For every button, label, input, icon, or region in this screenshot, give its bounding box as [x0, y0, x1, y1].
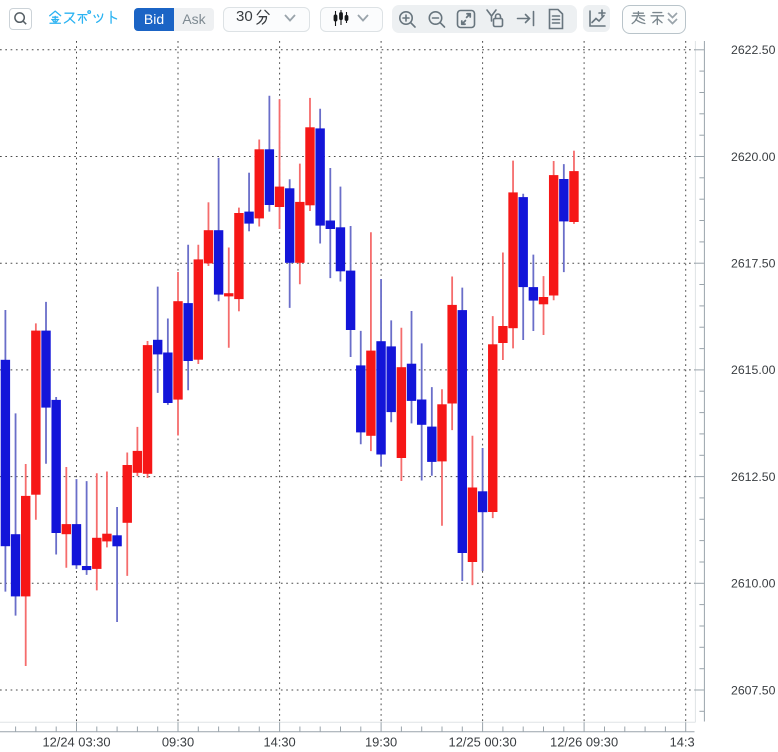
svg-text:2610.00: 2610.00: [731, 577, 776, 591]
svg-text:12/26 09:30: 12/26 09:30: [550, 735, 618, 750]
svg-text:2617.50: 2617.50: [731, 257, 776, 271]
svg-text:12/24 03:30: 12/24 03:30: [42, 735, 110, 750]
svg-text:09:30: 09:30: [162, 735, 194, 750]
svg-text:2607.50: 2607.50: [731, 683, 776, 697]
svg-text:2612.50: 2612.50: [731, 470, 776, 484]
svg-text:2615.00: 2615.00: [731, 363, 776, 377]
svg-text:19:30: 19:30: [365, 735, 397, 750]
svg-text:14:30: 14:30: [670, 735, 702, 750]
svg-text:12/25 00:30: 12/25 00:30: [449, 735, 517, 750]
svg-text:2622.50: 2622.50: [731, 43, 776, 57]
svg-text:14:30: 14:30: [263, 735, 295, 750]
svg-text:2620.00: 2620.00: [731, 150, 776, 164]
